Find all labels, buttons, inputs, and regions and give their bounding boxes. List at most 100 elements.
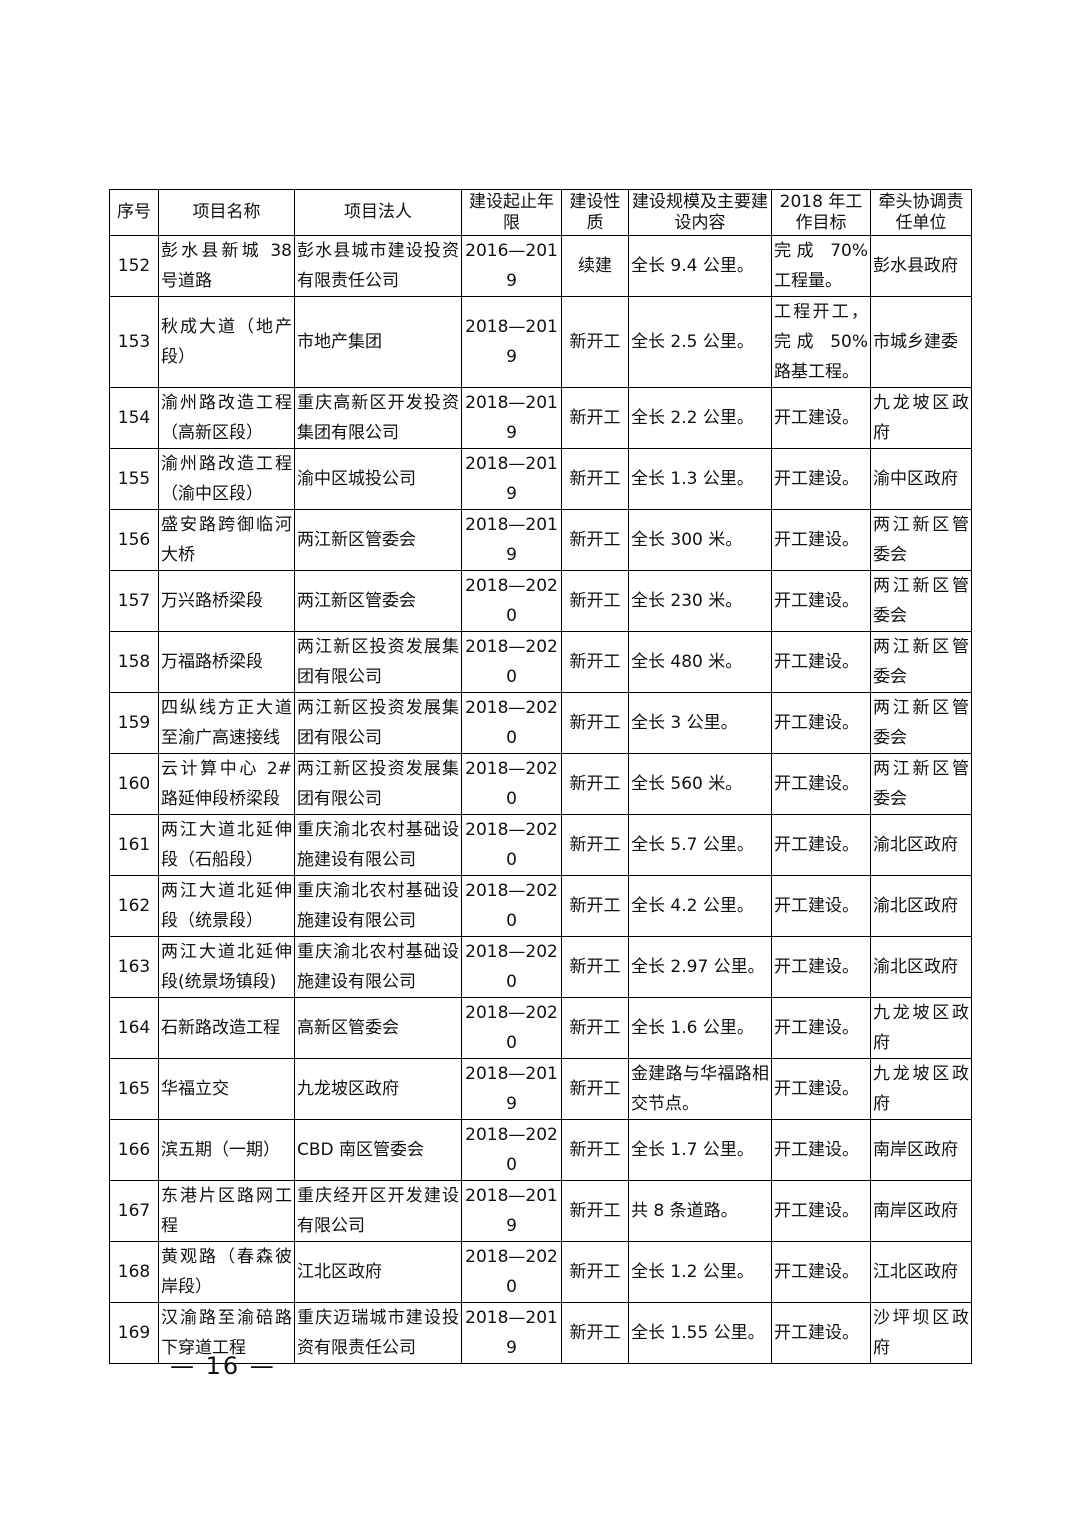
table-cell: 开工建设。 — [771, 1180, 871, 1242]
table-cell: 全长 3 公里。 — [628, 692, 772, 754]
table-cell: 158 — [109, 631, 159, 693]
table-row: 163 两江大道北延伸段(统景场镇段) 重庆渝北农村基础设施建设有限公司 2018—2… — [109, 936, 972, 998]
table-cell: 新开工 — [561, 1119, 629, 1181]
table-cell: 2018—2020 — [461, 997, 562, 1059]
table-cell: 全长 1.55 公里。 — [628, 1302, 772, 1364]
table-row: 154 渝州路改造工程（高新区段） 重庆高新区开发投资集团有限公司 2018—2019… — [109, 387, 972, 449]
table-cell: 新开工 — [561, 1058, 629, 1120]
table-row: 158 万福路桥梁段 两江新区投资发展集团有限公司 2018—2020 新开工 全长 48… — [109, 631, 972, 693]
table-cell: 两江新区投资发展集团有限公司 — [294, 631, 462, 693]
table-cell: 云计算中心 2#路延伸段桥梁段 — [158, 753, 295, 815]
table-cell: 九龙坡区政府 — [294, 1058, 462, 1120]
table-cell: 开工建设。 — [771, 448, 871, 510]
table-cell: 全长 2.97 公里。 — [628, 936, 772, 998]
table-cell: 万兴路桥梁段 — [158, 570, 295, 632]
table-cell: 渝北区政府 — [870, 875, 972, 937]
table-cell: 工程开工，完成 50%路基工程。 — [771, 296, 871, 388]
table-cell: 沙坪坝区政府 — [870, 1302, 972, 1364]
table-cell: 新开工 — [561, 1241, 629, 1303]
table-cell: 两江新区投资发展集团有限公司 — [294, 753, 462, 815]
table-cell: 2018—2020 — [461, 1241, 562, 1303]
table-cell: 盛安路跨御临河大桥 — [158, 509, 295, 571]
table-cell: 两江新区管委会 — [870, 631, 972, 693]
header-cell: 项目名称 — [158, 189, 295, 236]
table-cell: 市城乡建委 — [870, 296, 972, 388]
table-cell: 全长 2.5 公里。 — [628, 296, 772, 388]
table-cell: 2018—2019 — [461, 1058, 562, 1120]
table-cell: 新开工 — [561, 875, 629, 937]
table-cell: 完成 70%工程量。 — [771, 235, 871, 297]
table-cell: 高新区管委会 — [294, 997, 462, 1059]
table-row: 155 渝州路改造工程（渝中区段） 渝中区城投公司 2018—2019 新开工 全长 1.… — [109, 448, 972, 510]
header-cell: 序号 — [109, 189, 159, 236]
table-row: 168 黄观路（春森彼岸段） 江北区政府 2018—2020 新开工 全长 1.2 公里。… — [109, 1241, 972, 1303]
table-cell: 169 — [109, 1302, 159, 1364]
table-cell: 续建 — [561, 235, 629, 297]
table-cell: 东港片区路网工程 — [158, 1180, 295, 1242]
table-cell: 2018—2019 — [461, 1180, 562, 1242]
table-cell: 两江大道北延伸段（统景段） — [158, 875, 295, 937]
table-row: 169 汉渝路至渝碚路下穿道工程 重庆迈瑞城市建设投资有限责任公司 2018—2019… — [109, 1302, 972, 1364]
table-cell: 2018—2019 — [461, 1302, 562, 1364]
table-cell: 开工建设。 — [771, 936, 871, 998]
table-cell: 全长 2.2 公里。 — [628, 387, 772, 449]
table-cell: 秋成大道（地产段） — [158, 296, 295, 388]
header-cell: 建设起止年限 — [461, 189, 562, 236]
table-cell: 新开工 — [561, 509, 629, 571]
table-cell: 两江新区管委会 — [870, 509, 972, 571]
table-row: 156 盛安路跨御临河大桥 两江新区管委会 2018—2019 新开工 全长 300 米。… — [109, 509, 972, 571]
table-cell: 重庆高新区开发投资集团有限公司 — [294, 387, 462, 449]
table-cell: 开工建设。 — [771, 387, 871, 449]
header-cell: 2018 年工作目标 — [771, 189, 871, 236]
table-cell: 渝州路改造工程（高新区段） — [158, 387, 295, 449]
table-cell: 两江大道北延伸段(统景场镇段) — [158, 936, 295, 998]
table-cell: 2018—2020 — [461, 631, 562, 693]
table-cell: 新开工 — [561, 631, 629, 693]
table-cell: 滨五期（一期） — [158, 1119, 295, 1181]
table-cell: 全长 300 米。 — [628, 509, 772, 571]
table-cell: 新开工 — [561, 692, 629, 754]
table-cell: 全长 1.2 公里。 — [628, 1241, 772, 1303]
table-cell: CBD 南区管委会 — [294, 1119, 462, 1181]
table-cell: 开工建设。 — [771, 631, 871, 693]
table-cell: 新开工 — [561, 753, 629, 815]
table-cell: 153 — [109, 296, 159, 388]
table-cell: 开工建设。 — [771, 875, 871, 937]
table-cell: 渝北区政府 — [870, 936, 972, 998]
table-cell: 华福立交 — [158, 1058, 295, 1120]
table-cell: 石新路改造工程 — [158, 997, 295, 1059]
table-cell: 开工建设。 — [771, 692, 871, 754]
table-cell: 开工建设。 — [771, 814, 871, 876]
table-cell: 开工建设。 — [771, 509, 871, 571]
table-cell: 开工建设。 — [771, 1241, 871, 1303]
table-cell: 167 — [109, 1180, 159, 1242]
table-row: 153 秋成大道（地产段） 市地产集团 2018—2019 新开工 全长 2.5 公里。工… — [109, 296, 972, 388]
table-cell: 新开工 — [561, 814, 629, 876]
header-cell: 项目法人 — [294, 189, 462, 236]
table-cell: 156 — [109, 509, 159, 571]
table-cell: 全长 1.7 公里。 — [628, 1119, 772, 1181]
table-cell: 新开工 — [561, 296, 629, 388]
table-row: 165 华福立交 九龙坡区政府 2018—2019 新开工 金建路与华福路相交节点。 开工建… — [109, 1058, 972, 1120]
table-cell: 2018—2020 — [461, 753, 562, 815]
table-row: 167 东港片区路网工程 重庆经开区开发建设有限公司 2018—2019 新开工共 8 … — [109, 1180, 972, 1242]
table-cell: 共 8 条道路。 — [628, 1180, 772, 1242]
table-cell: 全长 560 米。 — [628, 753, 772, 815]
table-cell: 两江新区管委会 — [870, 753, 972, 815]
table-cell: 九龙坡区政府 — [870, 997, 972, 1059]
table-cell: 彭水县新城 38 号道路 — [158, 235, 295, 297]
table-cell: 157 — [109, 570, 159, 632]
table-row: 166 滨五期（一期） CBD 南区管委会 2018—2020 新开工 全长 1.7 公里… — [109, 1119, 972, 1181]
table-cell: 163 — [109, 936, 159, 998]
table-cell: 全长 230 米。 — [628, 570, 772, 632]
table-cell: 2018—2020 — [461, 570, 562, 632]
table-cell: 彭水县城市建设投资有限责任公司 — [294, 235, 462, 297]
table-cell: 渝州路改造工程（渝中区段） — [158, 448, 295, 510]
table-cell: 万福路桥梁段 — [158, 631, 295, 693]
table-cell: 江北区政府 — [870, 1241, 972, 1303]
header-cell: 建设规模及主要建设内容 — [628, 189, 772, 236]
table-cell: 2018—2020 — [461, 814, 562, 876]
table-cell: 全长 480 米。 — [628, 631, 772, 693]
table-cell: 两江大道北延伸段（石船段） — [158, 814, 295, 876]
